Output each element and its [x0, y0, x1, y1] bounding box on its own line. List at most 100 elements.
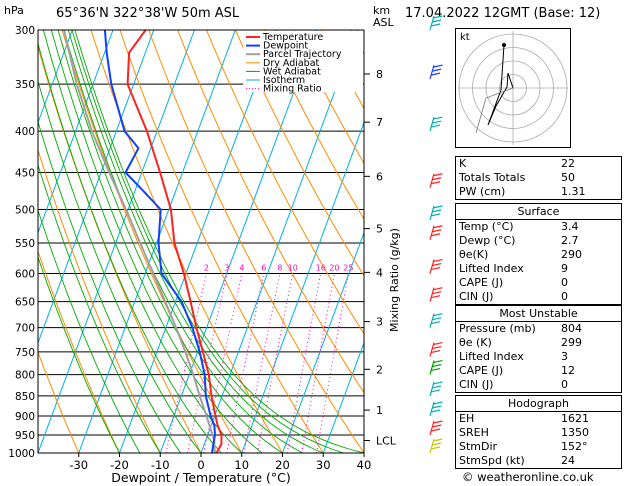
most-unstable-title: Most Unstable: [456, 306, 621, 322]
index-label: PW (cm): [459, 185, 506, 198]
indices-panel: K 22 Totals Totals 50 PW (cm) 1.31: [455, 156, 622, 200]
wind-barb: [429, 438, 435, 454]
index-value: 1.31: [561, 185, 586, 198]
wind-barb: [429, 360, 435, 375]
hodograph-value: 152°: [561, 440, 588, 453]
surface-row: Lifted Index 9: [456, 262, 621, 276]
wind-barb-flag: [430, 409, 441, 413]
surface-value: 2.7: [561, 234, 579, 247]
pressure-tick-label: 550: [15, 238, 35, 250]
mixing-ratio-label: 20: [329, 264, 339, 273]
altitude-tick-label: 4: [376, 266, 383, 279]
wind-barb-flag: [433, 15, 443, 19]
temperature-tick-label: -30: [69, 458, 88, 472]
wind-barb-flag: [433, 360, 443, 364]
hodograph-trace: [487, 44, 514, 126]
wind-barb: [429, 116, 435, 132]
wind-barb: [429, 381, 435, 397]
wind-barb-flag: [433, 438, 443, 442]
wind-barb-flag: [433, 173, 443, 177]
wet-adiabat: [38, 41, 222, 453]
wet-adiabat: [38, 120, 181, 453]
pressure-tick-label: 800: [15, 370, 35, 382]
surface-row: θe(K) 290: [456, 248, 621, 262]
copyright: © weatheronline.co.uk: [462, 470, 594, 484]
wind-barb-flag: [430, 295, 441, 299]
wind-barb-flag: [433, 225, 443, 229]
pressure-tick-label: 950: [15, 430, 35, 442]
surface-title: Surface: [456, 204, 621, 220]
wind-barb-flag: [432, 262, 442, 267]
datetime-header: 17.04.2022 12GMT (Base: 12): [405, 6, 601, 21]
isotherm: [322, 341, 364, 453]
legend-entry: Isotherm: [263, 75, 305, 86]
temperature-tick-label: 40: [357, 458, 372, 472]
wind-barb-flag: [433, 205, 443, 209]
altitude-tick-label: 5: [376, 223, 383, 236]
legend-entry: Mixing Ratio: [263, 84, 322, 95]
legend-entry: Dewpoint: [263, 41, 308, 52]
wind-barb: [429, 401, 435, 417]
legend-entry: Temperature: [262, 32, 323, 43]
isotherm: [159, 30, 318, 453]
altitude-unit-km: km: [373, 4, 390, 17]
mixing-ratio-label: 10: [288, 264, 298, 273]
surface-value: 290: [561, 248, 582, 261]
wind-barb-flag: [430, 349, 441, 354]
surface-row: Temp (°C) 3.4: [456, 220, 621, 234]
location-header: 65°36'N 322°38'W 50m ASL: [56, 6, 240, 21]
temperature-tick-label: 30: [316, 458, 331, 472]
most-unstable-panel: Most Unstable Pressure (mb) 804 θe (K) 299 L…: [455, 305, 622, 393]
hodograph-value: 24: [561, 454, 575, 467]
dry-adiabat: [292, 30, 364, 165]
hodograph-shear: [475, 87, 514, 134]
index-label: Totals Totals: [459, 171, 526, 184]
altitude-tick-label: 1: [376, 404, 383, 417]
wind-barb-flag: [432, 442, 442, 446]
hodograph-row: EH 1621: [456, 412, 621, 426]
surface-label: CIN (J): [459, 290, 494, 303]
mixing-ratio-label: 2: [204, 264, 209, 273]
surface-value: 3.4: [561, 220, 579, 233]
wet-adiabat: [63, 30, 304, 453]
wind-barbs: [429, 15, 443, 454]
wind-barb: [429, 205, 435, 221]
most-unstable-value: 299: [561, 336, 582, 349]
hodograph-row: StmSpd (kt) 24: [456, 454, 621, 468]
parcel-trajectory-line: [63, 30, 216, 453]
legend-entry: Parcel Trajectory: [263, 49, 342, 60]
wind-barb-flag: [433, 341, 443, 346]
pressure-tick-label: 700: [15, 323, 35, 335]
dry-adiabat: [38, 148, 161, 453]
most-unstable-row: CAPE (J) 12: [456, 364, 621, 378]
index-value: 50: [561, 171, 575, 184]
surface-panel: Surface Temp (°C) 3.4 Dewp (°C) 2.7 θe(K) 290…: [455, 203, 622, 305]
index-row: K 22: [456, 157, 621, 171]
isotherm: [38, 30, 195, 453]
altitude-tick-label: 8: [376, 68, 383, 81]
wind-barb-flag: [432, 68, 442, 72]
isotherm: [282, 231, 364, 453]
temperature-tick-label: 20: [275, 458, 290, 472]
index-row: Totals Totals 50: [456, 171, 621, 185]
wind-barb: [429, 342, 435, 357]
isotherm: [38, 30, 114, 235]
wind-barb-flag: [432, 317, 442, 321]
surface-label: Dewp (°C): [459, 234, 516, 247]
pressure-tick-label: 400: [15, 126, 35, 138]
wet-adiabat: [38, 163, 161, 453]
wind-barb: [429, 173, 435, 188]
hodograph: kt: [455, 28, 571, 148]
most-unstable-value: 804: [561, 322, 582, 335]
most-unstable-row: Lifted Index 3: [456, 350, 621, 364]
surface-label: Lifted Index: [459, 262, 524, 275]
surface-value: 0: [561, 290, 568, 303]
pressure-tick-label: 750: [15, 347, 35, 359]
hodograph-unit: kt: [460, 32, 470, 43]
most-unstable-row: CIN (J) 0: [456, 378, 621, 392]
temperature-tick-label: -10: [151, 458, 170, 472]
wind-barb-flag: [430, 321, 441, 325]
wind-barb: [429, 259, 435, 274]
wind-barb-flag: [432, 364, 442, 368]
